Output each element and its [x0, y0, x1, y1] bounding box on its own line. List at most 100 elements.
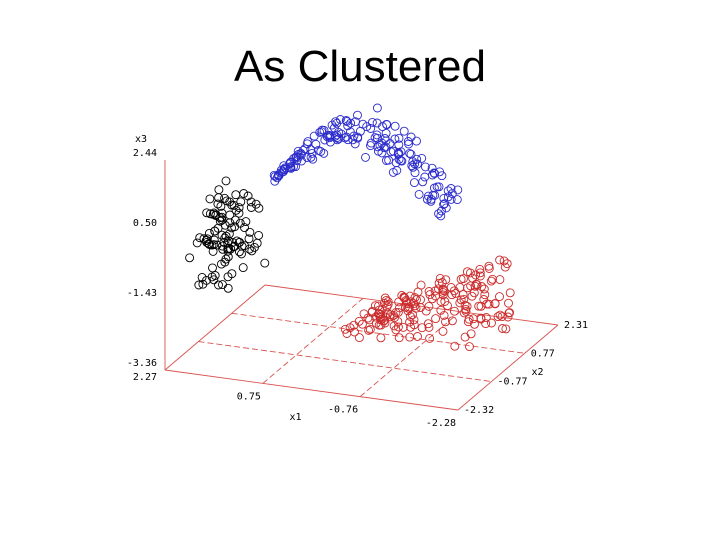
data-point [399, 126, 409, 136]
data-point [372, 103, 382, 113]
data-point [495, 292, 504, 302]
x1-tick-label: 0.75 [237, 391, 261, 402]
data-point [468, 314, 478, 324]
data-point [332, 130, 342, 140]
data-point [377, 314, 387, 324]
data-point [399, 292, 409, 302]
data-point [308, 154, 318, 164]
data-point [472, 280, 482, 290]
data-point [390, 121, 400, 131]
data-point [230, 222, 240, 232]
x2-tick-label: 0.77 [531, 348, 555, 359]
data-point [382, 120, 392, 130]
data-point [357, 319, 367, 329]
data-point [216, 201, 226, 211]
data-point [217, 241, 227, 251]
data-point [490, 299, 500, 309]
x1-tick-label: -0.76 [328, 405, 358, 416]
data-point [400, 293, 410, 303]
data-point [495, 310, 505, 320]
data-point [434, 209, 444, 219]
data-point [309, 131, 319, 141]
data-point [441, 275, 451, 285]
data-point [313, 145, 323, 155]
data-point [214, 185, 224, 195]
tick-labels: -3.36 -1.43 0.50 2.44 x3 2.27 0.75 -0.76 -2.28 x1… [127, 134, 588, 429]
data-point [421, 306, 431, 316]
data-point [375, 141, 385, 151]
data-point [391, 308, 401, 317]
grid-line-x2 [231, 312, 525, 354]
data-point [493, 312, 503, 322]
data-point [198, 279, 208, 289]
data-point [231, 190, 241, 200]
data-point [465, 342, 474, 352]
data-point [411, 303, 421, 313]
data-point [441, 317, 450, 327]
data-point [488, 274, 497, 284]
data-point [194, 280, 204, 290]
data-point [388, 167, 398, 177]
data-point [425, 333, 435, 343]
data-point [361, 152, 370, 162]
data-point [224, 243, 234, 253]
data-point [343, 121, 353, 131]
data-point [376, 315, 386, 325]
data-point [409, 315, 419, 325]
data-point [325, 137, 335, 147]
data-point [412, 154, 422, 164]
data-point [501, 324, 511, 334]
x3-tick-label: 0.50 [133, 218, 157, 229]
data-point [219, 237, 229, 247]
data-point [214, 280, 223, 290]
data-point [500, 262, 510, 272]
data-point [286, 163, 296, 173]
data-point [447, 290, 457, 300]
data-point [480, 290, 490, 300]
data-point [393, 322, 403, 332]
data-point [272, 173, 282, 183]
data-point [315, 127, 325, 137]
data-point [234, 208, 244, 218]
data-point [484, 264, 494, 273]
data-point [460, 332, 470, 342]
data-point [429, 168, 439, 178]
data-point [410, 159, 420, 169]
data-point [422, 194, 432, 204]
data-point [420, 162, 430, 172]
data-point [185, 253, 195, 263]
data-point [286, 157, 296, 167]
data-point [477, 282, 487, 291]
data-point [362, 122, 372, 132]
grid [164, 160, 559, 411]
data-point [409, 178, 419, 188]
data-point [431, 314, 441, 324]
data-point [215, 216, 225, 226]
data-point [475, 268, 485, 278]
data-point [192, 238, 202, 248]
data-point [319, 148, 329, 158]
x2-axis-label: x2 [532, 367, 544, 378]
data-point [405, 332, 415, 342]
data-point [410, 293, 420, 303]
data-point [476, 313, 486, 323]
data-point [217, 230, 227, 240]
data-point [409, 299, 419, 309]
data-point [370, 301, 380, 311]
data-point [246, 203, 256, 212]
data-point [405, 317, 415, 327]
data-point [207, 272, 217, 282]
data-point [197, 272, 207, 282]
x1-axis-label: x1 [289, 412, 301, 423]
data-point [481, 319, 491, 329]
data-point [234, 247, 244, 257]
data-point [218, 244, 228, 254]
data-point [381, 156, 391, 165]
data-point [243, 191, 253, 201]
slide-title: As Clustered [234, 42, 486, 91]
data-point [424, 287, 434, 296]
data-point [405, 148, 415, 158]
data-point [440, 199, 449, 209]
data-point [413, 332, 422, 341]
data-point [475, 264, 485, 274]
